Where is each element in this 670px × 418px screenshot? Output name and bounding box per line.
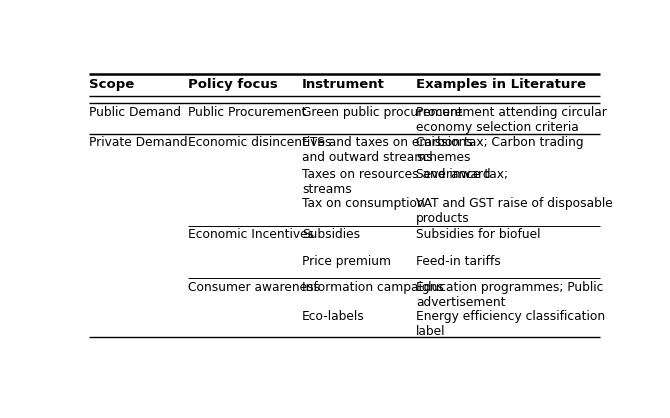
Text: Economic disincentives: Economic disincentives (188, 136, 331, 149)
Text: Examples in Literature: Examples in Literature (416, 77, 586, 91)
Text: Price premium: Price premium (302, 255, 391, 268)
Text: Public Demand: Public Demand (89, 105, 181, 119)
Text: Taxes on resources and inward
streams: Taxes on resources and inward streams (302, 168, 490, 196)
Text: Public Procurement: Public Procurement (188, 105, 306, 119)
Text: Severance tax;: Severance tax; (416, 168, 508, 181)
Text: Economic Incentives: Economic Incentives (188, 228, 314, 241)
Text: Energy efficiency classification
label: Energy efficiency classification label (416, 310, 605, 338)
Text: Green public procurement: Green public procurement (302, 105, 462, 119)
Text: Procurement attending circular
economy selection criteria: Procurement attending circular economy s… (416, 105, 607, 133)
Text: VAT and GST raise of disposable
products: VAT and GST raise of disposable products (416, 196, 613, 224)
Text: Private Demand: Private Demand (89, 136, 188, 149)
Text: Education programmes; Public
advertisement: Education programmes; Public advertiseme… (416, 280, 604, 308)
Text: Tax on consumption: Tax on consumption (302, 196, 425, 209)
Text: Eco-labels: Eco-labels (302, 310, 364, 323)
Text: Feed-in tariffs: Feed-in tariffs (416, 255, 500, 268)
Text: Carbon tax; Carbon trading
schemes: Carbon tax; Carbon trading schemes (416, 136, 584, 164)
Text: Policy focus: Policy focus (188, 77, 277, 91)
Text: Scope: Scope (89, 77, 134, 91)
Text: Subsidies: Subsidies (302, 228, 360, 241)
Text: Subsidies for biofuel: Subsidies for biofuel (416, 228, 541, 241)
Text: Instrument: Instrument (302, 77, 385, 91)
Text: Consumer awareness: Consumer awareness (188, 280, 320, 293)
Text: ETS and taxes on emissions
and outward streams: ETS and taxes on emissions and outward s… (302, 136, 473, 164)
Text: Information campaigns: Information campaigns (302, 280, 444, 293)
